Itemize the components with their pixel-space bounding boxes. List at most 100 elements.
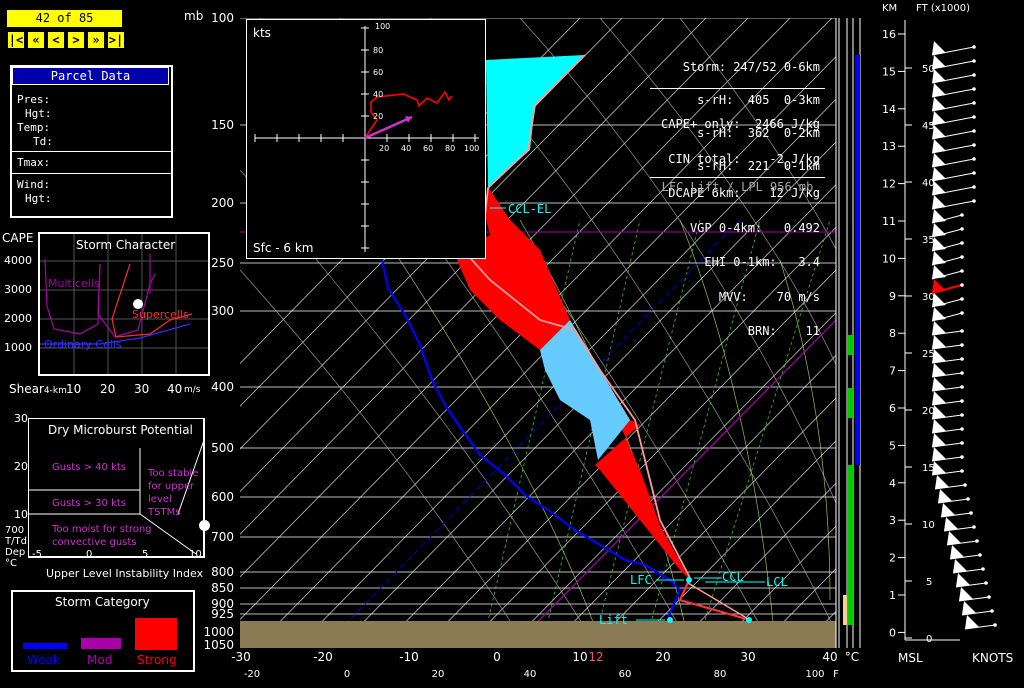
- celsius-tick: 40: [822, 650, 837, 664]
- km-label: 16: [882, 28, 896, 41]
- wind-barb: [943, 526, 975, 532]
- km-label: 1: [889, 589, 896, 602]
- wind-barb: [931, 330, 963, 336]
- wind-barb: [931, 428, 963, 434]
- wind-barb-pennant: [932, 195, 946, 209]
- microburst-chart: Dry Microburst Potential Gusts > 40 kts …: [28, 418, 205, 558]
- prev-frame-button[interactable]: <: [47, 31, 65, 49]
- microburst-region-label: TSTMs: [148, 507, 181, 518]
- ft-label: 35: [922, 235, 935, 246]
- wind-barb-pennant: [932, 181, 946, 195]
- fahrenheit-tick: 20: [432, 669, 445, 680]
- km-label: 12: [882, 178, 896, 191]
- microburst-region-label: Too moist for strong: [52, 524, 152, 535]
- first-frame-button[interactable]: |<: [7, 31, 25, 49]
- wind-barb: [958, 596, 990, 602]
- wind-barb-pennant: [932, 279, 946, 293]
- ft-label: 25: [922, 349, 935, 360]
- wind-barb: [952, 568, 984, 574]
- km-label: 15: [882, 65, 896, 78]
- wind-barb: [940, 512, 972, 518]
- ft-label: 15: [922, 463, 935, 474]
- wind-barb-dot: [960, 329, 964, 333]
- wind-barb-pennant: [947, 531, 961, 545]
- isotherm: [589, 397, 836, 648]
- ordinary-cells-label: Ordinary Cells: [44, 338, 122, 351]
- cape-tick: 2000: [4, 312, 32, 325]
- pressure-label: 800: [211, 565, 234, 579]
- msl-label: MSL: [898, 651, 923, 665]
- lfc-label: LFC: [630, 573, 652, 587]
- celsius-tick: -30: [231, 650, 251, 664]
- wind-barb-dot: [987, 595, 991, 599]
- lift-label: Lift: [599, 613, 628, 627]
- wind-barb-dot: [972, 143, 976, 147]
- shear-tick: 20: [100, 382, 116, 396]
- microburst-x-caption: Upper Level Instability Index: [46, 567, 204, 580]
- dewpoint-trace: [380, 259, 682, 619]
- wind-barb-pennant: [941, 503, 955, 517]
- frame-navigation: |< « < > » >|: [7, 31, 125, 49]
- wind-barb-dot: [972, 199, 976, 203]
- fahrenheit-unit: F: [833, 669, 839, 680]
- microburst-region-label: convective gusts: [52, 537, 137, 548]
- wind-barb: [931, 414, 963, 420]
- wind-barb-pennant: [932, 167, 946, 181]
- parcel-temp-label: Temp:: [17, 121, 51, 134]
- storm-character-title: Storm Character: [76, 238, 176, 252]
- fahrenheit-tick: 40: [524, 669, 537, 680]
- rewind-button[interactable]: «: [27, 31, 45, 49]
- km-label: 5: [889, 439, 896, 452]
- parcel-wind-hgt-label: Hgt:: [25, 192, 52, 205]
- wind-barb-dot: [960, 241, 964, 245]
- pressure-label: 300: [211, 304, 234, 318]
- wind-barb-pennant: [932, 125, 946, 139]
- knots-label: KNOTS: [972, 651, 1014, 665]
- ft-label: 10: [922, 520, 935, 531]
- divider: [650, 88, 825, 89]
- cape-value: CAPE+ only: 2466 J/kg: [661, 117, 820, 131]
- microburst-x-tick: 10: [189, 549, 202, 560]
- supercell-region-line: [111, 263, 193, 338]
- wind-barb-dot: [978, 553, 982, 557]
- hodograph-y-tick: 80: [373, 46, 384, 55]
- microburst-x-tick: 0: [86, 549, 93, 560]
- lcl-label: LCL: [766, 575, 788, 589]
- wind-barb-pennant: [932, 237, 946, 251]
- fast-forward-button[interactable]: »: [87, 31, 105, 49]
- microburst-y-tick: 30: [14, 412, 28, 425]
- wind-barb-pennant: [932, 363, 946, 377]
- storm-motion-vector: [364, 115, 413, 140]
- cape-axis-label: CAPE: [2, 231, 34, 245]
- wind-barb-dot: [972, 185, 976, 189]
- wind-barb-dot: [960, 371, 964, 375]
- km-label: 11: [882, 215, 896, 228]
- ground-layer: [240, 621, 836, 648]
- next-frame-button[interactable]: >: [67, 31, 85, 49]
- wind-barb-pennant: [932, 391, 946, 405]
- isotherm: [240, 18, 791, 578]
- wind-barb-dot: [993, 623, 997, 627]
- wind-barb-pennant: [932, 321, 946, 335]
- wind-barb: [931, 456, 963, 462]
- pressure-label: 900: [211, 597, 234, 611]
- isotherm: [505, 312, 836, 648]
- wind-barb-dot: [981, 567, 985, 571]
- frame-counter: 42 of 85: [7, 10, 122, 27]
- ft-label: 30: [922, 292, 935, 303]
- isotherm: [240, 18, 749, 535]
- isotherm: [547, 354, 836, 648]
- last-frame-button[interactable]: >|: [107, 31, 125, 49]
- wind-barb-pennant: [938, 489, 952, 503]
- mvv-value: MVV: 70 m/s: [718, 289, 820, 304]
- hodograph-x-tick: 20: [379, 144, 390, 153]
- wind-barb-pennant: [959, 587, 973, 601]
- wind-barb-dot: [972, 525, 976, 529]
- ehi-value: EHI 0-1km: 3.4: [704, 255, 820, 269]
- ft-label: 50: [922, 64, 935, 75]
- ft-label: 40: [922, 178, 935, 189]
- km-label: 10: [882, 252, 896, 265]
- km-label: 6: [889, 402, 896, 415]
- wind-barb: [931, 442, 963, 448]
- wind-barb-dot: [972, 87, 976, 91]
